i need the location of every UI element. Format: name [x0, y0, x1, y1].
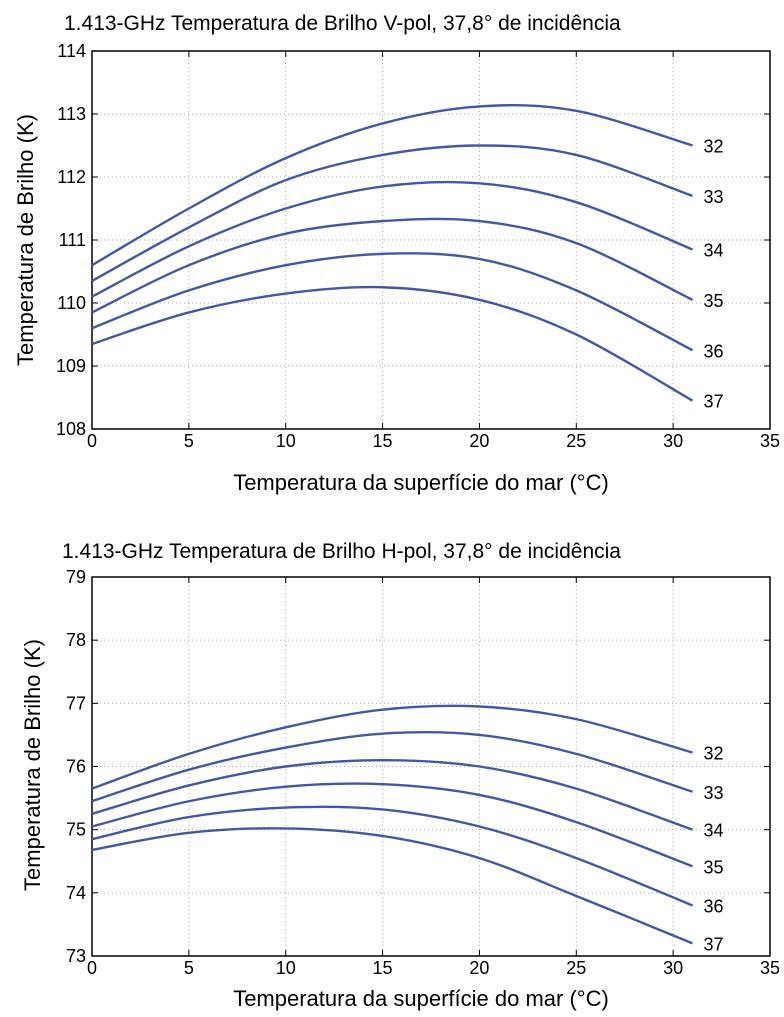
- series-label-35: 35: [704, 857, 724, 877]
- y-tick-label: 78: [66, 630, 86, 650]
- y-tick-label: 73: [66, 946, 86, 966]
- series-label-32: 32: [704, 744, 724, 764]
- x-tick-label: 35: [760, 958, 780, 978]
- x-tick-label: 25: [566, 958, 586, 978]
- y-axis-label: Temperatura de Brilho (K): [20, 639, 45, 891]
- series-label-33: 33: [704, 783, 724, 803]
- series-label-36: 36: [704, 896, 724, 916]
- series-line-32: [91, 704, 693, 790]
- y-tick-label: 76: [66, 757, 86, 777]
- chart-panel-1: 1.413-GHz Temperatura de Brilho V-pol, 3…: [13, 12, 780, 495]
- x-tick-label: 10: [276, 958, 296, 978]
- chart-title: 1.413-GHz Temperatura de Brilho H-pol, 3…: [62, 540, 621, 563]
- x-tick-label: 0: [87, 431, 97, 451]
- x-tick-label: 5: [184, 431, 194, 451]
- series-line-35: [91, 217, 694, 314]
- y-axis-label: Temperatura de Brilho (K): [13, 114, 38, 366]
- y-tick-label: 79: [66, 567, 86, 587]
- y-tick-label: 110: [57, 293, 86, 313]
- y-tick-label: 74: [66, 883, 86, 903]
- x-tick-label: 10: [276, 431, 296, 451]
- series-line-34: [91, 180, 693, 298]
- series-line-33: [91, 144, 693, 283]
- x-tick-label: 5: [184, 958, 194, 978]
- chart-panel-2: 1.413-GHz Temperatura de Brilho H-pol, 3…: [20, 540, 780, 1011]
- chart-title: 1.413-GHz Temperatura de Brilho V-pol, 3…: [64, 12, 621, 35]
- x-tick-label: 0: [87, 958, 97, 978]
- series-line-37: [91, 285, 694, 402]
- y-tick-label: 111: [59, 230, 86, 250]
- series-line-32: [91, 104, 693, 267]
- series-line-35: [91, 782, 693, 868]
- series-label-33: 33: [704, 187, 724, 207]
- x-tick-label: 20: [469, 958, 489, 978]
- series-line-36: [91, 805, 693, 907]
- x-tick-label: 15: [373, 958, 393, 978]
- y-tick-label: 109: [56, 356, 86, 376]
- series-label-34: 34: [704, 821, 724, 841]
- series-label-36: 36: [704, 341, 724, 361]
- series-label-32: 32: [704, 137, 724, 157]
- y-tick-label: 113: [57, 104, 86, 124]
- series-label-35: 35: [704, 291, 724, 311]
- series-label-37: 37: [704, 392, 724, 412]
- series-line-36: [91, 252, 694, 352]
- x-axis-label: Temperatura da superfície do mar (°C): [233, 470, 609, 495]
- series-label-34: 34: [704, 240, 724, 260]
- series-line-33: [91, 731, 693, 803]
- x-tick-label: 25: [566, 431, 586, 451]
- y-tick-label: 112: [57, 167, 86, 187]
- x-tick-label: 15: [373, 431, 393, 451]
- x-axis-label: Temperatura da superfície do mar (°C): [233, 986, 609, 1011]
- y-tick-label: 75: [66, 820, 86, 840]
- y-tick-label: 108: [56, 419, 86, 439]
- series-line-37: [91, 827, 693, 945]
- x-tick-label: 30: [663, 431, 683, 451]
- series-line-34: [91, 758, 693, 831]
- x-tick-label: 35: [760, 431, 780, 451]
- series-label-37: 37: [704, 934, 724, 954]
- y-tick-label: 77: [66, 693, 86, 713]
- x-tick-label: 20: [469, 431, 489, 451]
- x-tick-label: 30: [663, 958, 683, 978]
- y-tick-label: 114: [57, 41, 86, 61]
